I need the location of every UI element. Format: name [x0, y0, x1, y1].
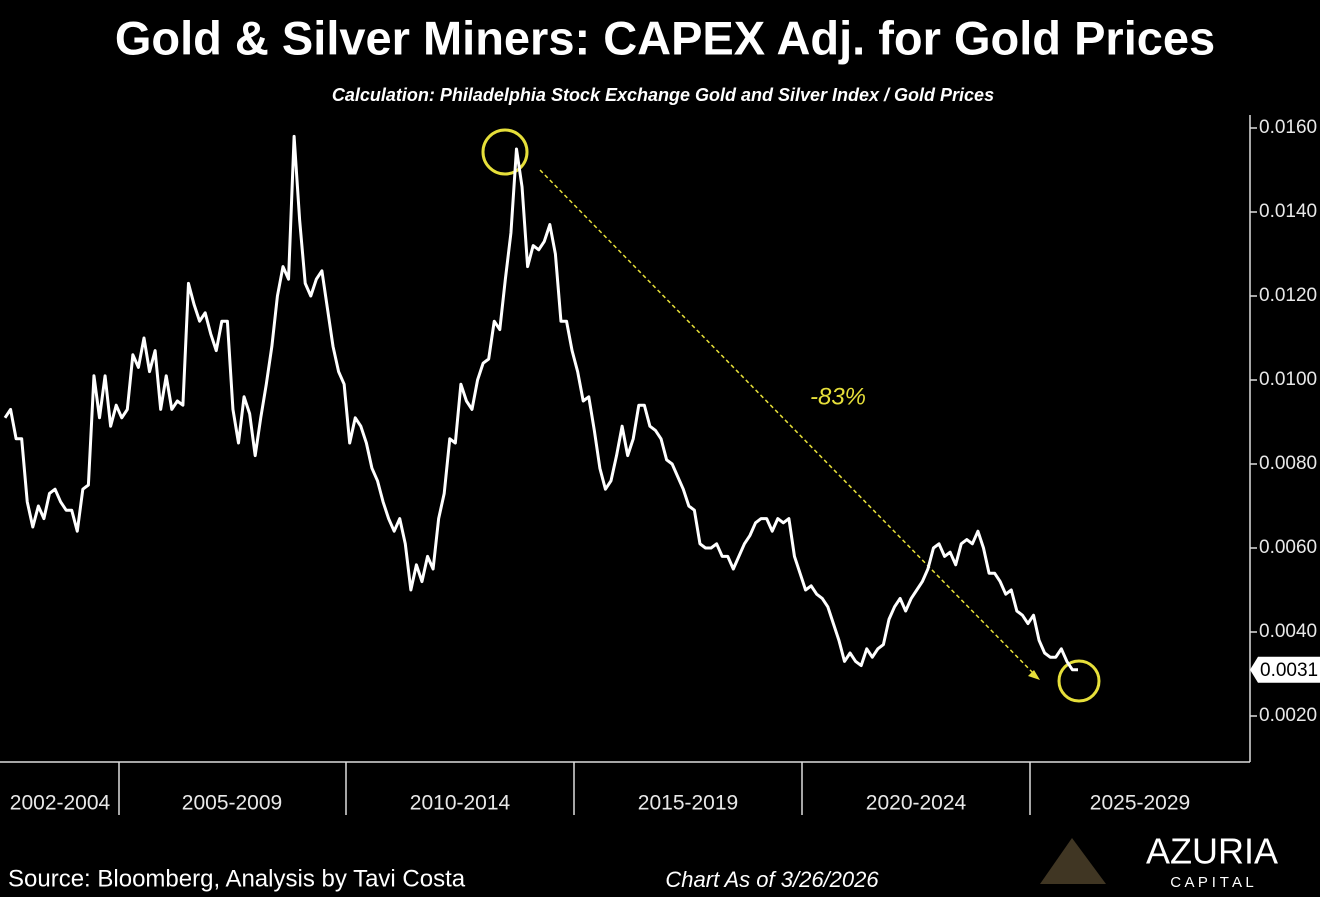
- y-tick-label: 0.0160: [1259, 117, 1317, 138]
- source: Source: Bloomberg, Analysis by Tavi Cost…: [8, 865, 466, 892]
- as-of: Chart As of 3/26/2026: [665, 867, 879, 892]
- highlight-circle: [1057, 659, 1101, 703]
- logo-name: AZURIA: [1146, 831, 1278, 872]
- y-tick-label: 0.0140: [1259, 201, 1317, 222]
- series-line: [3, 134, 1078, 672]
- logo-mark: [1040, 838, 1106, 884]
- chart-title: Gold & Silver Miners: CAPEX Adj. for Gol…: [115, 11, 1215, 64]
- chart-subtitle: Calculation: Philadelphia Stock Exchange…: [332, 85, 994, 105]
- y-tick-label: 0.0060: [1259, 537, 1317, 558]
- y-tick-label: 0.0080: [1259, 453, 1317, 474]
- arrow-head: [1028, 670, 1040, 680]
- annotation: -83%: [810, 383, 866, 410]
- y-tick-label: 0.0100: [1259, 369, 1317, 390]
- period-separators: [118, 762, 1031, 815]
- logo-sub: C A P I T A L: [1170, 874, 1253, 891]
- y-tick-label: 0.0120: [1259, 285, 1317, 306]
- x-period-label: 2002-2004: [10, 792, 111, 815]
- last-value-label: 0.0031: [1260, 660, 1318, 681]
- y-tick-label: 0.0040: [1259, 621, 1317, 642]
- y-tick-label: 0.0020: [1259, 705, 1317, 726]
- x-period-label: 2015-2019: [638, 792, 738, 815]
- highlight-circle: [481, 128, 529, 176]
- x-period-label: 2005-2009: [182, 792, 282, 815]
- x-period-label: 2025-2029: [1090, 792, 1190, 815]
- x-period-label: 2020-2024: [866, 792, 967, 815]
- trend-arrow: [539, 169, 1036, 676]
- last-value-tag: [1250, 656, 1320, 683]
- x-period-label: 2010-2014: [410, 792, 511, 815]
- logo-shape: [1040, 838, 1106, 884]
